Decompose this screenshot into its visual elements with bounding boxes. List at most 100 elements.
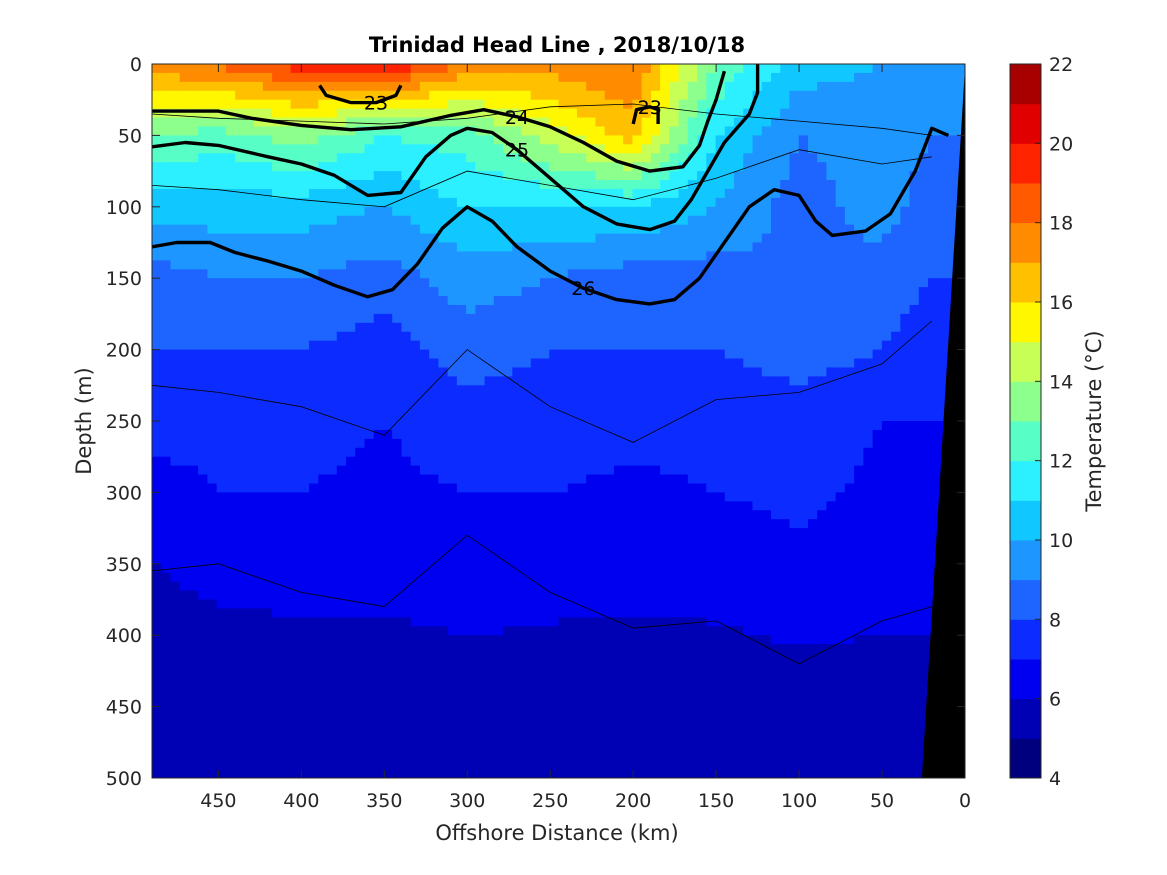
field-cell [152, 171, 162, 181]
field-cell [419, 296, 430, 306]
field-cell [216, 340, 227, 351]
field-cell [576, 465, 587, 476]
field-cell [290, 456, 301, 467]
field-cell [346, 554, 356, 565]
field-cell [281, 126, 292, 136]
field-cell [623, 697, 634, 708]
field-cell [364, 769, 375, 778]
field-cell [604, 644, 615, 654]
field-cell [687, 215, 698, 226]
field-cell [650, 242, 661, 253]
field-cell [272, 760, 282, 770]
field-cell [595, 528, 606, 538]
field-cell [632, 215, 643, 226]
field-cell [161, 126, 172, 136]
field-cell [466, 661, 476, 672]
field-cell [179, 242, 190, 253]
field-cell [466, 421, 476, 431]
field-cell [540, 64, 550, 74]
field-cell [170, 581, 181, 592]
field-cell [540, 661, 550, 672]
field-cell [235, 483, 245, 493]
field-cell [410, 215, 421, 226]
field-cell [613, 483, 624, 493]
field-cell [382, 537, 393, 547]
field-cell [373, 90, 384, 101]
field-cell [161, 367, 172, 377]
field-cell [697, 760, 707, 770]
field-cell [207, 697, 218, 708]
field-cell [225, 349, 236, 360]
field-cell [327, 563, 338, 574]
field-cell [207, 715, 218, 726]
field-cell [225, 760, 236, 770]
field-cell [558, 599, 569, 610]
field-cell [595, 572, 606, 583]
field-cell [697, 180, 707, 190]
field-cell [207, 465, 218, 476]
field-cell [558, 465, 569, 476]
field-cell [382, 251, 393, 261]
field-cell [170, 287, 181, 297]
field-cell [650, 474, 661, 485]
field-cell [567, 572, 578, 583]
field-cell [364, 135, 375, 145]
field-cell [503, 501, 513, 511]
field-cell [715, 751, 726, 761]
field-cell [299, 171, 310, 181]
field-cell [327, 296, 338, 306]
field-cell [678, 153, 689, 163]
field-cell [466, 670, 476, 681]
field-cell [235, 545, 245, 556]
field-cell [290, 81, 301, 92]
field-cell [669, 456, 680, 467]
field-cell [697, 367, 707, 377]
field-cell [225, 688, 236, 699]
field-cell [493, 269, 504, 279]
field-cell [687, 608, 698, 618]
field-cell [188, 296, 199, 306]
field-cell [503, 269, 513, 279]
field-cell [576, 626, 587, 636]
field-cell [549, 670, 560, 681]
field-cell [549, 287, 560, 297]
field-cell [364, 304, 375, 315]
field-cell [290, 510, 301, 520]
field-cell [660, 474, 670, 485]
field-cell [493, 135, 504, 145]
field-cell [290, 438, 301, 449]
field-cell [549, 385, 560, 395]
field-cell [567, 144, 578, 154]
field-cell [438, 421, 449, 431]
field-cell [475, 501, 486, 511]
field-cell [410, 510, 421, 520]
field-cell [281, 679, 292, 690]
field-cell [613, 385, 624, 395]
field-cell [669, 429, 680, 440]
field-cell [272, 340, 282, 351]
field-cell [530, 599, 541, 610]
field-cell [161, 251, 172, 261]
field-cell [382, 572, 393, 583]
field-cell [595, 340, 606, 351]
field-cell [290, 367, 301, 377]
field-cell [595, 492, 606, 502]
field-cell [327, 715, 338, 726]
field-cell [299, 572, 310, 583]
field-cell [540, 376, 550, 386]
field-cell [586, 483, 597, 493]
field-cell [706, 224, 717, 235]
field-cell [438, 617, 449, 627]
field-cell [198, 474, 209, 485]
field-cell [687, 510, 698, 520]
field-cell [595, 563, 606, 574]
field-cell [290, 528, 301, 538]
field-cell [161, 403, 172, 413]
field-cell [152, 554, 162, 565]
field-cell [327, 554, 338, 565]
field-cell [678, 358, 689, 369]
field-cell [697, 456, 707, 467]
field-cell [309, 492, 319, 502]
field-cell [632, 653, 643, 663]
field-cell [512, 90, 523, 101]
